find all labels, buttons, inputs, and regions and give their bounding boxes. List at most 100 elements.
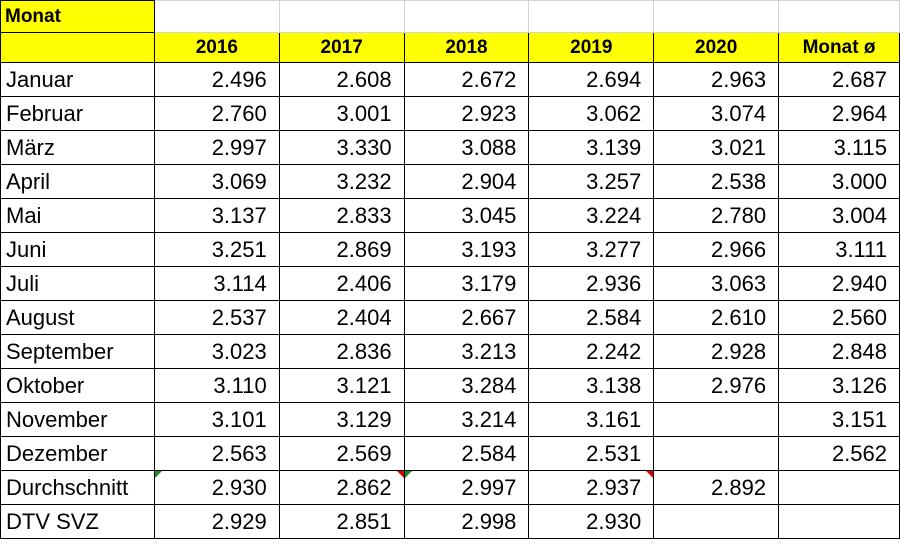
value-cell[interactable]: 2.936 — [528, 266, 655, 301]
value-cell[interactable]: 2.242 — [528, 334, 655, 369]
value-cell[interactable]: 2.560 — [778, 300, 900, 335]
empty-cell[interactable] — [653, 0, 780, 33]
empty-cell[interactable] — [528, 0, 655, 33]
value-cell[interactable]: 2.930 — [528, 504, 655, 539]
row-label[interactable]: Juni — [0, 232, 155, 267]
value-cell[interactable]: 2.928 — [653, 334, 780, 369]
value-cell[interactable]: 2.966 — [653, 232, 780, 267]
value-cell[interactable]: 3.121 — [278, 368, 405, 403]
value-cell[interactable]: 3.232 — [278, 164, 405, 199]
value-cell[interactable]: 3.069 — [153, 164, 280, 199]
value-cell[interactable]: 3.074 — [653, 96, 780, 131]
row-label[interactable]: Mai — [0, 198, 155, 233]
value-cell[interactable] — [653, 402, 780, 437]
header-cell-2016[interactable]: 2016 — [153, 32, 280, 63]
value-cell[interactable]: 2.892 — [653, 470, 780, 505]
value-cell[interactable]: 3.251 — [153, 232, 280, 267]
value-cell[interactable]: 3.021 — [653, 130, 780, 165]
value-cell[interactable]: 3.062 — [528, 96, 655, 131]
row-label[interactable]: November — [0, 402, 155, 437]
value-cell[interactable]: 3.088 — [403, 130, 530, 165]
value-cell[interactable]: 3.045 — [403, 198, 530, 233]
value-cell[interactable] — [653, 504, 780, 539]
value-cell[interactable]: 3.257 — [528, 164, 655, 199]
header-cell-2018[interactable]: 2018 — [403, 32, 530, 63]
value-cell[interactable]: 2.940 — [778, 266, 900, 301]
value-cell[interactable]: 2.538 — [653, 164, 780, 199]
value-cell[interactable]: 2.848 — [778, 334, 900, 369]
value-cell[interactable]: 2.836 — [278, 334, 405, 369]
row-label[interactable]: DTV SVZ — [0, 504, 155, 539]
value-cell[interactable]: 2.964 — [778, 96, 900, 131]
value-cell[interactable]: 2.930 — [153, 470, 280, 505]
value-cell[interactable]: 3.330 — [278, 130, 405, 165]
value-cell[interactable]: 2.760 — [153, 96, 280, 131]
value-cell[interactable]: 2.608 — [278, 62, 405, 97]
value-cell[interactable]: 3.111 — [778, 232, 900, 267]
header-cell-monthly-average[interactable]: Monat ø — [778, 32, 900, 63]
value-cell[interactable]: 3.114 — [153, 266, 280, 301]
value-cell[interactable]: 3.101 — [153, 402, 280, 437]
value-cell[interactable]: 3.161 — [528, 402, 655, 437]
empty-cell[interactable] — [278, 0, 405, 33]
row-label[interactable]: Juli — [0, 266, 155, 301]
row-label[interactable]: März — [0, 130, 155, 165]
value-cell[interactable]: 3.277 — [528, 232, 655, 267]
value-cell[interactable]: 2.584 — [403, 436, 530, 471]
value-cell[interactable]: 2.562 — [778, 436, 900, 471]
value-cell[interactable]: 2.963 — [653, 62, 780, 97]
value-cell[interactable]: 3.214 — [403, 402, 530, 437]
value-cell[interactable]: 3.151 — [778, 402, 900, 437]
value-cell[interactable]: 2.404 — [278, 300, 405, 335]
value-cell[interactable]: 3.139 — [528, 130, 655, 165]
value-cell[interactable]: 2.923 — [403, 96, 530, 131]
value-cell[interactable]: 2.406 — [278, 266, 405, 301]
value-cell[interactable]: 2.496 — [153, 62, 280, 97]
empty-cell[interactable] — [778, 0, 900, 33]
row-label[interactable]: Januar — [0, 62, 155, 97]
value-cell[interactable]: 3.126 — [778, 368, 900, 403]
row-label[interactable]: Oktober — [0, 368, 155, 403]
row-label[interactable]: Dezember — [0, 436, 155, 471]
value-cell[interactable]: 2.667 — [403, 300, 530, 335]
value-cell[interactable]: 3.284 — [403, 368, 530, 403]
header-cell-2020[interactable]: 2020 — [653, 32, 780, 63]
header-cell-2019[interactable]: 2019 — [528, 32, 655, 63]
value-cell[interactable]: 3.115 — [778, 130, 900, 165]
value-cell[interactable]: 2.869 — [278, 232, 405, 267]
value-cell[interactable]: 2.998 — [403, 504, 530, 539]
value-cell[interactable]: 2.937 — [528, 470, 655, 505]
value-cell[interactable]: 3.063 — [653, 266, 780, 301]
value-cell[interactable]: 2.687 — [778, 62, 900, 97]
value-cell[interactable]: 2.851 — [278, 504, 405, 539]
value-cell[interactable]: 3.000 — [778, 164, 900, 199]
value-cell[interactable]: 3.213 — [403, 334, 530, 369]
value-cell[interactable]: 2.531 — [528, 436, 655, 471]
row-label[interactable]: April — [0, 164, 155, 199]
value-cell[interactable]: 2.537 — [153, 300, 280, 335]
value-cell[interactable]: 2.997 — [153, 130, 280, 165]
row-label[interactable]: August — [0, 300, 155, 335]
value-cell[interactable]: 2.929 — [153, 504, 280, 539]
value-cell[interactable]: 3.129 — [278, 402, 405, 437]
header-cell-2017[interactable]: 2017 — [278, 32, 405, 63]
empty-cell[interactable] — [403, 0, 530, 33]
value-cell[interactable]: 3.193 — [403, 232, 530, 267]
value-cell[interactable]: 3.137 — [153, 198, 280, 233]
row-label[interactable]: Durchschnitt — [0, 470, 155, 505]
empty-cell[interactable] — [153, 0, 280, 33]
value-cell[interactable] — [778, 470, 900, 505]
value-cell[interactable]: 2.569 — [278, 436, 405, 471]
value-cell[interactable]: 3.001 — [278, 96, 405, 131]
value-cell[interactable]: 2.833 — [278, 198, 405, 233]
value-cell[interactable]: 2.584 — [528, 300, 655, 335]
value-cell[interactable]: 2.672 — [403, 62, 530, 97]
value-cell[interactable] — [778, 504, 900, 539]
value-cell[interactable]: 3.179 — [403, 266, 530, 301]
value-cell[interactable]: 3.023 — [153, 334, 280, 369]
value-cell[interactable]: 2.694 — [528, 62, 655, 97]
value-cell[interactable]: 2.997 — [403, 470, 530, 505]
value-cell[interactable]: 3.004 — [778, 198, 900, 233]
value-cell[interactable]: 2.904 — [403, 164, 530, 199]
value-cell[interactable]: 2.563 — [153, 436, 280, 471]
